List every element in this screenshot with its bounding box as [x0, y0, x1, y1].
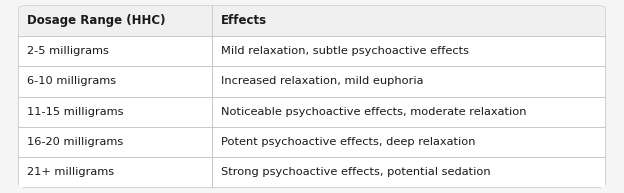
Text: 2-5 milligrams: 2-5 milligrams — [27, 46, 109, 56]
Text: Effects: Effects — [221, 14, 267, 27]
Bar — [19, 157, 605, 187]
Text: 6-10 milligrams: 6-10 milligrams — [27, 76, 117, 86]
Bar — [19, 66, 605, 96]
Text: Strong psychoactive effects, potential sedation: Strong psychoactive effects, potential s… — [221, 167, 490, 177]
Text: Dosage Range (HHC): Dosage Range (HHC) — [27, 14, 166, 27]
Text: Potent psychoactive effects, deep relaxation: Potent psychoactive effects, deep relaxa… — [221, 137, 475, 147]
Bar — [19, 96, 605, 127]
FancyBboxPatch shape — [19, 6, 605, 36]
Text: 21+ milligrams: 21+ milligrams — [27, 167, 115, 177]
Text: 16-20 milligrams: 16-20 milligrams — [27, 137, 124, 147]
Text: Noticeable psychoactive effects, moderate relaxation: Noticeable psychoactive effects, moderat… — [221, 107, 527, 117]
Bar — [19, 127, 605, 157]
Text: Increased relaxation, mild euphoria: Increased relaxation, mild euphoria — [221, 76, 424, 86]
Text: 11-15 milligrams: 11-15 milligrams — [27, 107, 124, 117]
Bar — [19, 36, 605, 66]
Text: Mild relaxation, subtle psychoactive effects: Mild relaxation, subtle psychoactive eff… — [221, 46, 469, 56]
FancyBboxPatch shape — [19, 6, 605, 187]
